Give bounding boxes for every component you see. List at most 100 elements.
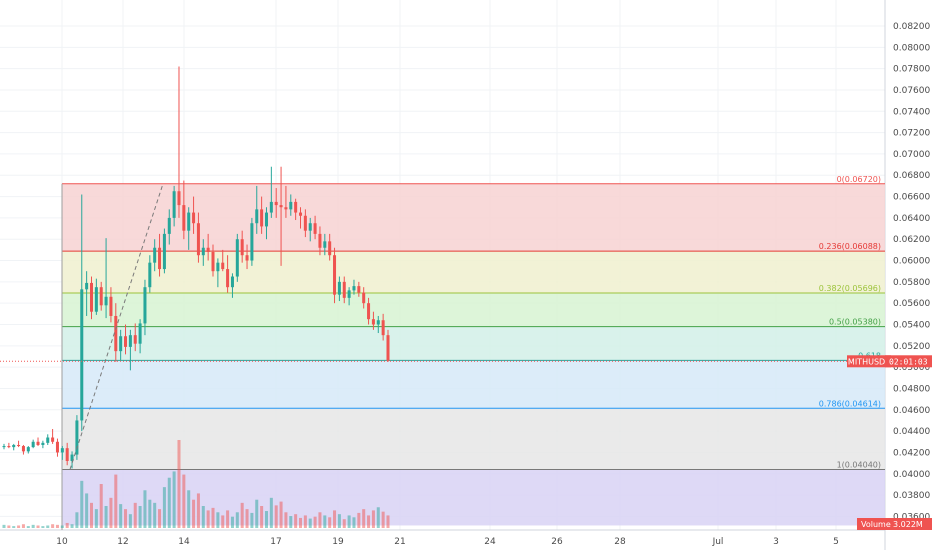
candle-body bbox=[114, 315, 118, 352]
volume-bar bbox=[274, 505, 278, 528]
price-tick-label: 0.06600 bbox=[893, 193, 930, 203]
volume-bar bbox=[80, 480, 84, 528]
candle-body bbox=[303, 215, 307, 231]
volume-bar bbox=[260, 506, 264, 528]
candle-body bbox=[158, 247, 162, 270]
candle-body bbox=[85, 282, 89, 290]
price-tick-label: 0.03800 bbox=[893, 491, 930, 501]
symbol-label: MITHUSDT bbox=[848, 357, 890, 366]
current-price-badge bbox=[885, 355, 932, 368]
time-axis[interactable]: 10 12 14 17 19 21 24 26 28 Jul 3 5 bbox=[56, 537, 839, 547]
candle-body bbox=[128, 335, 132, 347]
volume-bar bbox=[250, 512, 254, 528]
fib-level-label: 0.382(0.05696) bbox=[819, 284, 881, 293]
time-tick-label: 5 bbox=[833, 537, 839, 547]
candle-body bbox=[386, 335, 390, 361]
volume-bar bbox=[41, 526, 45, 528]
volume-bar bbox=[357, 512, 361, 528]
price-tick-label: 0.06000 bbox=[893, 257, 930, 267]
price-tick-label: 0.04000 bbox=[893, 470, 930, 480]
candle-body bbox=[381, 320, 385, 336]
volume-bar bbox=[255, 499, 259, 528]
volume-bar bbox=[347, 515, 351, 528]
candle-body bbox=[138, 323, 142, 344]
volume-bar bbox=[51, 524, 55, 528]
volume-bar bbox=[46, 525, 50, 528]
price-tick-label: 0.05000 bbox=[893, 363, 930, 373]
trend-line bbox=[0, 183, 885, 470]
candle-body bbox=[313, 223, 317, 234]
fib-anchor-line bbox=[69, 183, 164, 470]
time-tick-label: Jul bbox=[712, 537, 724, 547]
candle-body bbox=[333, 255, 337, 295]
price-axis[interactable]: 0.08200 0.08000 0.07800 0.07600 0.07400 0.072… bbox=[847, 22, 932, 530]
candle-body bbox=[226, 269, 230, 288]
candle-body bbox=[250, 223, 254, 261]
candle-body bbox=[109, 296, 113, 316]
candle-body bbox=[172, 191, 176, 218]
candle-body bbox=[260, 209, 264, 227]
candle-body bbox=[367, 303, 371, 320]
candle-body bbox=[2, 446, 6, 448]
volume-bar bbox=[192, 499, 196, 528]
volume-bar bbox=[226, 510, 230, 528]
price-tick-label: 0.06800 bbox=[893, 171, 930, 181]
candle-body bbox=[177, 191, 181, 206]
candle-body bbox=[342, 281, 346, 298]
candle-body bbox=[352, 286, 356, 291]
symbol-badge bbox=[847, 355, 891, 368]
fib-level-label: 0.786(0.04614) bbox=[819, 399, 881, 408]
candle-body bbox=[371, 319, 375, 325]
volume-bar bbox=[313, 516, 317, 528]
candle-body bbox=[26, 447, 30, 452]
fib-band bbox=[62, 292, 885, 327]
volume-bar bbox=[148, 499, 152, 528]
time-tick-label: 17 bbox=[270, 537, 281, 547]
volume-bar bbox=[177, 440, 181, 528]
volume-bars bbox=[2, 440, 390, 528]
time-tick-label: 26 bbox=[551, 537, 563, 547]
volume-bar bbox=[303, 515, 307, 528]
volume-bar bbox=[386, 515, 390, 528]
volume-bar bbox=[289, 516, 293, 528]
volume-bar bbox=[65, 522, 69, 528]
time-tick-label: 3 bbox=[773, 537, 779, 547]
volume-bar bbox=[158, 509, 162, 528]
volume-bar bbox=[342, 519, 346, 528]
candle-body bbox=[294, 201, 298, 213]
price-tick-label: 0.05600 bbox=[893, 299, 930, 309]
volume-bar bbox=[352, 517, 356, 528]
candle-body bbox=[289, 201, 293, 210]
volume-bar bbox=[182, 474, 186, 528]
candle-body bbox=[255, 209, 259, 224]
candle-body bbox=[89, 282, 94, 312]
fib-band bbox=[62, 408, 885, 470]
volume-bar bbox=[284, 512, 288, 528]
candle-body bbox=[235, 239, 239, 277]
candle-body bbox=[274, 201, 278, 206]
volume-bar bbox=[381, 511, 385, 528]
fibonacci-retracement: 0(0.06720) 0.236(0.06088) 0.382(0.05696) 0.… bbox=[61, 175, 885, 530]
candle-body bbox=[245, 255, 249, 261]
candle-body bbox=[104, 296, 108, 306]
volume-bar bbox=[26, 526, 30, 528]
candle-body bbox=[17, 444, 21, 447]
candle-body bbox=[357, 286, 361, 293]
volume-bar bbox=[75, 512, 79, 528]
volume-bar bbox=[143, 490, 147, 528]
candle-body bbox=[162, 233, 166, 270]
price-tick-label: 0.08000 bbox=[893, 43, 930, 53]
candle-body bbox=[41, 442, 45, 445]
volume-bar bbox=[99, 484, 103, 528]
fib-band bbox=[62, 326, 885, 361]
candle-body bbox=[119, 336, 123, 352]
candle-body bbox=[308, 223, 312, 231]
volume-bar bbox=[328, 517, 332, 528]
candle-body bbox=[337, 281, 341, 295]
volume-bar bbox=[362, 509, 366, 528]
volume-bar bbox=[308, 518, 312, 528]
candle-body bbox=[55, 441, 59, 453]
time-tick-label: 19 bbox=[332, 537, 344, 547]
volume-bar bbox=[21, 524, 25, 528]
